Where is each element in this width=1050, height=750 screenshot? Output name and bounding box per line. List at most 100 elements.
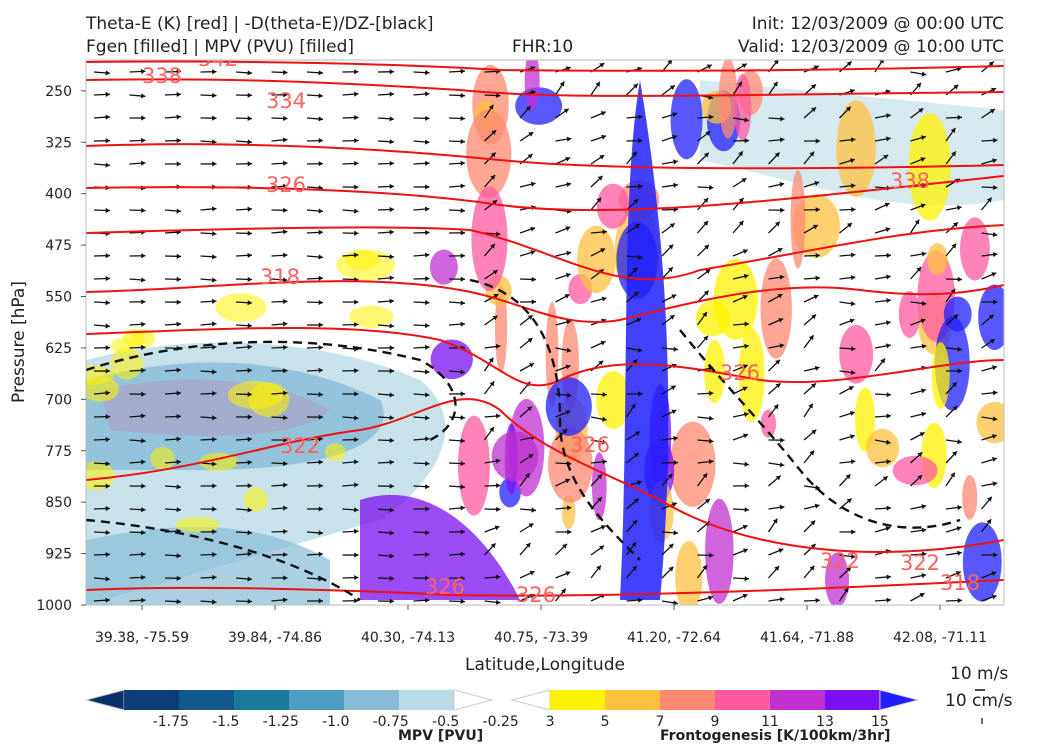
- wind-arrow-head: [811, 383, 816, 389]
- wind-arrow-head: [492, 200, 498, 205]
- wind-arrow-head: [850, 300, 856, 307]
- wind-arrow-head: [460, 68, 465, 74]
- wind-arrow-head: [425, 392, 430, 398]
- wind-arrow-head: [600, 525, 606, 530]
- wind-arrow-head: [490, 243, 495, 249]
- wind-arrow-head: [247, 115, 252, 122]
- wind-arrow-head: [738, 151, 743, 157]
- wind-arrow-head: [354, 184, 359, 190]
- mpv-fill: [86, 526, 330, 605]
- wind-arrow-head: [212, 69, 217, 75]
- wind-arrow-head: [425, 506, 430, 512]
- wind-arrow-head: [742, 593, 748, 599]
- wind-arrow-head: [212, 298, 217, 304]
- wind-arrow-head: [105, 530, 110, 536]
- wind-arrow-head: [425, 276, 430, 282]
- mpv-colorbar-tick: -0.25: [483, 714, 519, 730]
- wind-arrow-head: [705, 269, 711, 275]
- wind-arrow-head: [886, 343, 891, 349]
- wind-arrow-head: [849, 434, 855, 440]
- wind-arrow-head: [460, 415, 465, 421]
- wind-arrow-head: [496, 506, 501, 512]
- wind-arrow-head: [212, 506, 217, 512]
- wind-arrow-head: [105, 253, 110, 259]
- wind-arrow-head: [211, 321, 217, 327]
- wind-arrow-head: [176, 299, 181, 305]
- wind-arrow-head: [212, 231, 217, 237]
- wind-arrow-head: [601, 134, 607, 140]
- wind-arrow-head: [353, 208, 359, 214]
- mpv-colorbar-swatch: [124, 690, 180, 710]
- mpv-colorbar-end: [453, 689, 494, 711]
- fgen-fill: [457, 415, 490, 516]
- wind-arrow-head: [389, 206, 394, 213]
- wind-arrow-head: [105, 483, 110, 489]
- x-tick-label: 39.84, -74.86: [228, 630, 322, 646]
- wind-arrow-head: [918, 108, 924, 114]
- wind-arrow-head: [176, 321, 181, 327]
- theta-e-contour-label: 342: [198, 47, 238, 71]
- wind-arrow-head: [597, 497, 602, 503]
- fgen-fill: [931, 342, 950, 409]
- wind-arrow-head: [637, 254, 643, 260]
- wind-arrow-head: [176, 367, 181, 373]
- wind-arrow-head: [389, 368, 394, 374]
- wind-arrow-head: [813, 65, 819, 71]
- wind-arrow-head: [779, 462, 785, 468]
- wind-arrow-head: [460, 300, 465, 306]
- wind-arrow-head: [283, 415, 288, 421]
- wind-arrow-head: [951, 243, 957, 249]
- wind-arrow-head: [559, 81, 565, 87]
- wind-arrow-head: [354, 575, 359, 581]
- wind-arrow-head: [884, 202, 890, 208]
- wind-arrow-head: [743, 433, 748, 439]
- wind-arrow-head: [492, 315, 498, 321]
- wind-arrow-head: [318, 391, 323, 398]
- wind-arrow-head: [283, 252, 288, 258]
- fgen-fill: [824, 552, 850, 605]
- wind-arrow-head: [991, 87, 997, 93]
- wind-arrow-head: [176, 161, 181, 167]
- theta-e-contour-label: 326: [516, 583, 556, 607]
- fgen-colorbar-tick: 9: [711, 714, 720, 730]
- wind-arrow-head: [669, 315, 675, 320]
- y-tick-label: 325: [45, 135, 72, 151]
- wind-arrow-head: [596, 197, 602, 203]
- title-line-1: Theta-E (K) [red] | -D(theta-E)/DZ-[blac…: [86, 14, 434, 34]
- wind-arrow-head: [283, 505, 288, 511]
- wind-arrow-head: [989, 339, 995, 344]
- mpv-colorbar-swatch: [289, 690, 345, 710]
- wind-arrow-head: [494, 525, 500, 531]
- wind-arrow-head: [670, 385, 676, 391]
- fgen-colorbar-swatch: [769, 690, 826, 710]
- wind-arrow-head: [318, 367, 323, 373]
- wind-arrow-head: [703, 152, 709, 158]
- y-tick-label: 1000: [36, 598, 72, 614]
- theta-e-contour: [86, 280, 1004, 324]
- wind-arrow-head: [141, 321, 146, 327]
- wind-arrow-head: [460, 183, 465, 189]
- wind-arrow-head: [708, 415, 714, 421]
- theta-e-contour-label: 326: [266, 173, 306, 197]
- fgen-colorbar-label: Frontogenesis [K/100km/3hr]: [660, 728, 891, 744]
- mpv-colorbar-label: MPV [PVU]: [398, 728, 484, 744]
- wind-arrow-head: [354, 138, 359, 144]
- wind-arrow-head: [708, 114, 714, 120]
- wind-arrow-head: [921, 388, 926, 394]
- wind-arrow-head: [921, 573, 927, 579]
- mpv-colorbar-swatch: [179, 690, 235, 710]
- wind-arrow-head: [283, 92, 288, 98]
- wind-arrow-head: [779, 343, 785, 349]
- wind-arrow-head: [141, 483, 146, 489]
- wind-arrow-head: [247, 252, 252, 258]
- wind-arrow-head: [212, 344, 217, 350]
- wind-arrow-head: [353, 459, 359, 465]
- fgen-fill: [86, 376, 120, 402]
- wind-arrow-head: [703, 220, 709, 226]
- wind-arrow-head: [886, 597, 891, 603]
- wind-arrow-head: [247, 230, 252, 236]
- wind-arrow-head: [993, 299, 998, 305]
- wind-arrow-head: [389, 415, 394, 421]
- wind-arrow-head: [815, 138, 820, 144]
- wind-arrow-head: [495, 343, 501, 350]
